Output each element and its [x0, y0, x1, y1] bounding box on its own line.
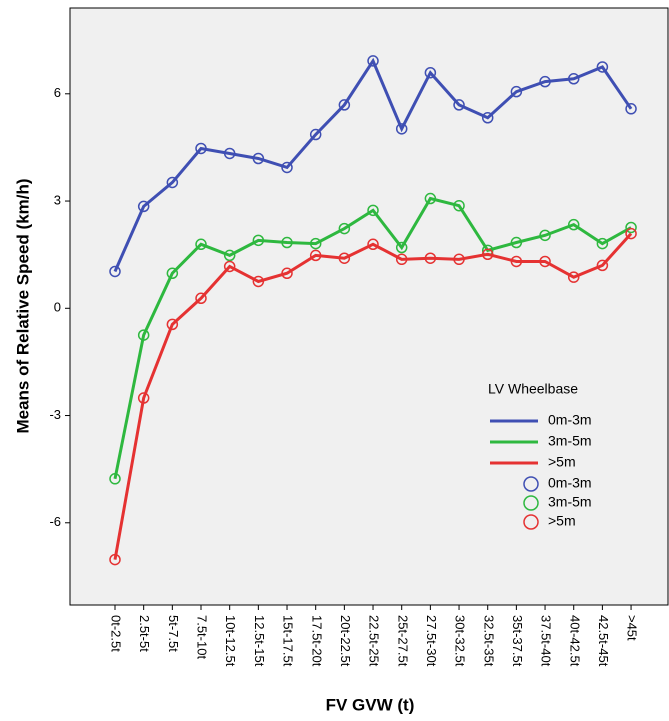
data-point: [338, 252, 351, 264]
legend-title: LV Wheelbase: [488, 381, 578, 397]
y-tick-label: 0: [54, 300, 61, 315]
data-point: [625, 221, 637, 234]
data-point: [338, 99, 351, 111]
data-point: [281, 267, 293, 280]
x-tick-label: 0t-2.5t: [109, 615, 124, 652]
data-point: [539, 75, 551, 88]
data-point: [109, 553, 121, 566]
legend-label: >5m: [548, 454, 576, 470]
x-axis-title: FV GVW (t): [326, 695, 415, 714]
legend-marker: [523, 514, 539, 530]
series-line: [113, 57, 633, 273]
x-tick-label: 42.5t-45t: [596, 615, 611, 667]
data-point: [625, 103, 637, 115]
data-point: [567, 271, 580, 283]
data-point: [109, 473, 121, 485]
data-point: [166, 267, 179, 280]
x-tick-label: >45t: [625, 615, 640, 641]
data-point: [195, 292, 207, 305]
x-tick-label: 5t-7.5t: [166, 615, 181, 652]
x-tick-label: 2.5t-5t: [137, 615, 152, 652]
y-tick-label: -6: [49, 514, 61, 529]
series-line: [113, 232, 633, 560]
x-tick-label: 25t-27.5t: [395, 615, 410, 667]
data-point: [338, 222, 351, 235]
data-point: [137, 329, 150, 341]
data-point: [137, 392, 150, 404]
data-point: [367, 238, 379, 251]
series-line: [113, 196, 632, 480]
data-point: [195, 238, 207, 251]
data-point: [166, 318, 179, 331]
data-point: [596, 237, 609, 250]
data-point: [309, 249, 322, 262]
data-point: [252, 234, 265, 247]
x-tick-label: 40t-42.5t: [567, 615, 582, 667]
data-point: [481, 248, 494, 261]
data-point: [367, 55, 379, 67]
data-point: [567, 218, 580, 231]
data-point: [453, 253, 465, 266]
data-point: [510, 236, 523, 249]
y-tick-label: -3: [49, 407, 61, 422]
legend-marker: [523, 476, 539, 492]
data-point: [367, 204, 379, 217]
data-point: [510, 255, 523, 268]
x-tick-label: 30t-32.5t: [453, 615, 468, 667]
legend-label: 0m-3m: [548, 412, 592, 428]
data-point: [109, 265, 121, 278]
x-tick-label: 37.5t-40t: [539, 615, 554, 667]
x-tick-label: 35t-37.5t: [510, 615, 525, 667]
data-point: [395, 123, 408, 135]
y-axis-title: Means of Relative Speed (km/h): [13, 178, 32, 433]
x-tick-label: 22.5t-25t: [367, 615, 382, 667]
legend-marker: [523, 495, 539, 511]
data-point: [223, 260, 236, 273]
legend-label: 0m-3m: [548, 475, 592, 491]
x-tick-label: 17.5t-20t: [309, 615, 324, 667]
data-point: [252, 152, 265, 165]
legend-label: >5m: [548, 513, 576, 529]
data-point: [281, 236, 293, 249]
data-point: [195, 142, 207, 155]
data-point: [395, 253, 408, 266]
y-tick-label: 3: [54, 192, 61, 207]
data-point: [309, 128, 322, 141]
data-point: [481, 111, 494, 124]
x-tick-label: 32.5t-35t: [481, 615, 496, 667]
legend-label: 3m-5m: [548, 433, 592, 449]
data-point: [596, 61, 609, 73]
data-point: [567, 73, 580, 85]
data-point: [309, 237, 322, 250]
data-point: [453, 199, 465, 212]
data-point: [510, 85, 523, 98]
data-point: [223, 249, 236, 262]
legend-label: 3m-5m: [548, 494, 592, 510]
data-point: [424, 192, 437, 205]
plot-area: [69, 7, 669, 606]
x-tick-label: 20t-22.5t: [338, 615, 353, 667]
data-point: [539, 229, 551, 242]
data-point: [539, 255, 551, 268]
x-tick-label: 10t-12.5t: [223, 615, 238, 667]
data-point: [424, 66, 437, 79]
x-tick-label: 27.5t-30t: [424, 615, 439, 667]
data-point: [424, 252, 437, 264]
y-tick-label: 6: [54, 85, 61, 100]
x-tick-label: 7.5t-10t: [195, 615, 210, 659]
data-point: [625, 227, 637, 240]
x-tick-label: 15t-17.5t: [281, 615, 296, 667]
data-point: [137, 200, 150, 213]
x-tick-label: 12.5t-15t: [252, 615, 267, 667]
data-point: [596, 259, 609, 272]
data-point: [281, 161, 293, 174]
data-point: [395, 241, 408, 254]
data-point: [166, 176, 179, 189]
data-point: [252, 275, 265, 288]
data-point: [223, 147, 236, 160]
data-point: [453, 99, 465, 111]
